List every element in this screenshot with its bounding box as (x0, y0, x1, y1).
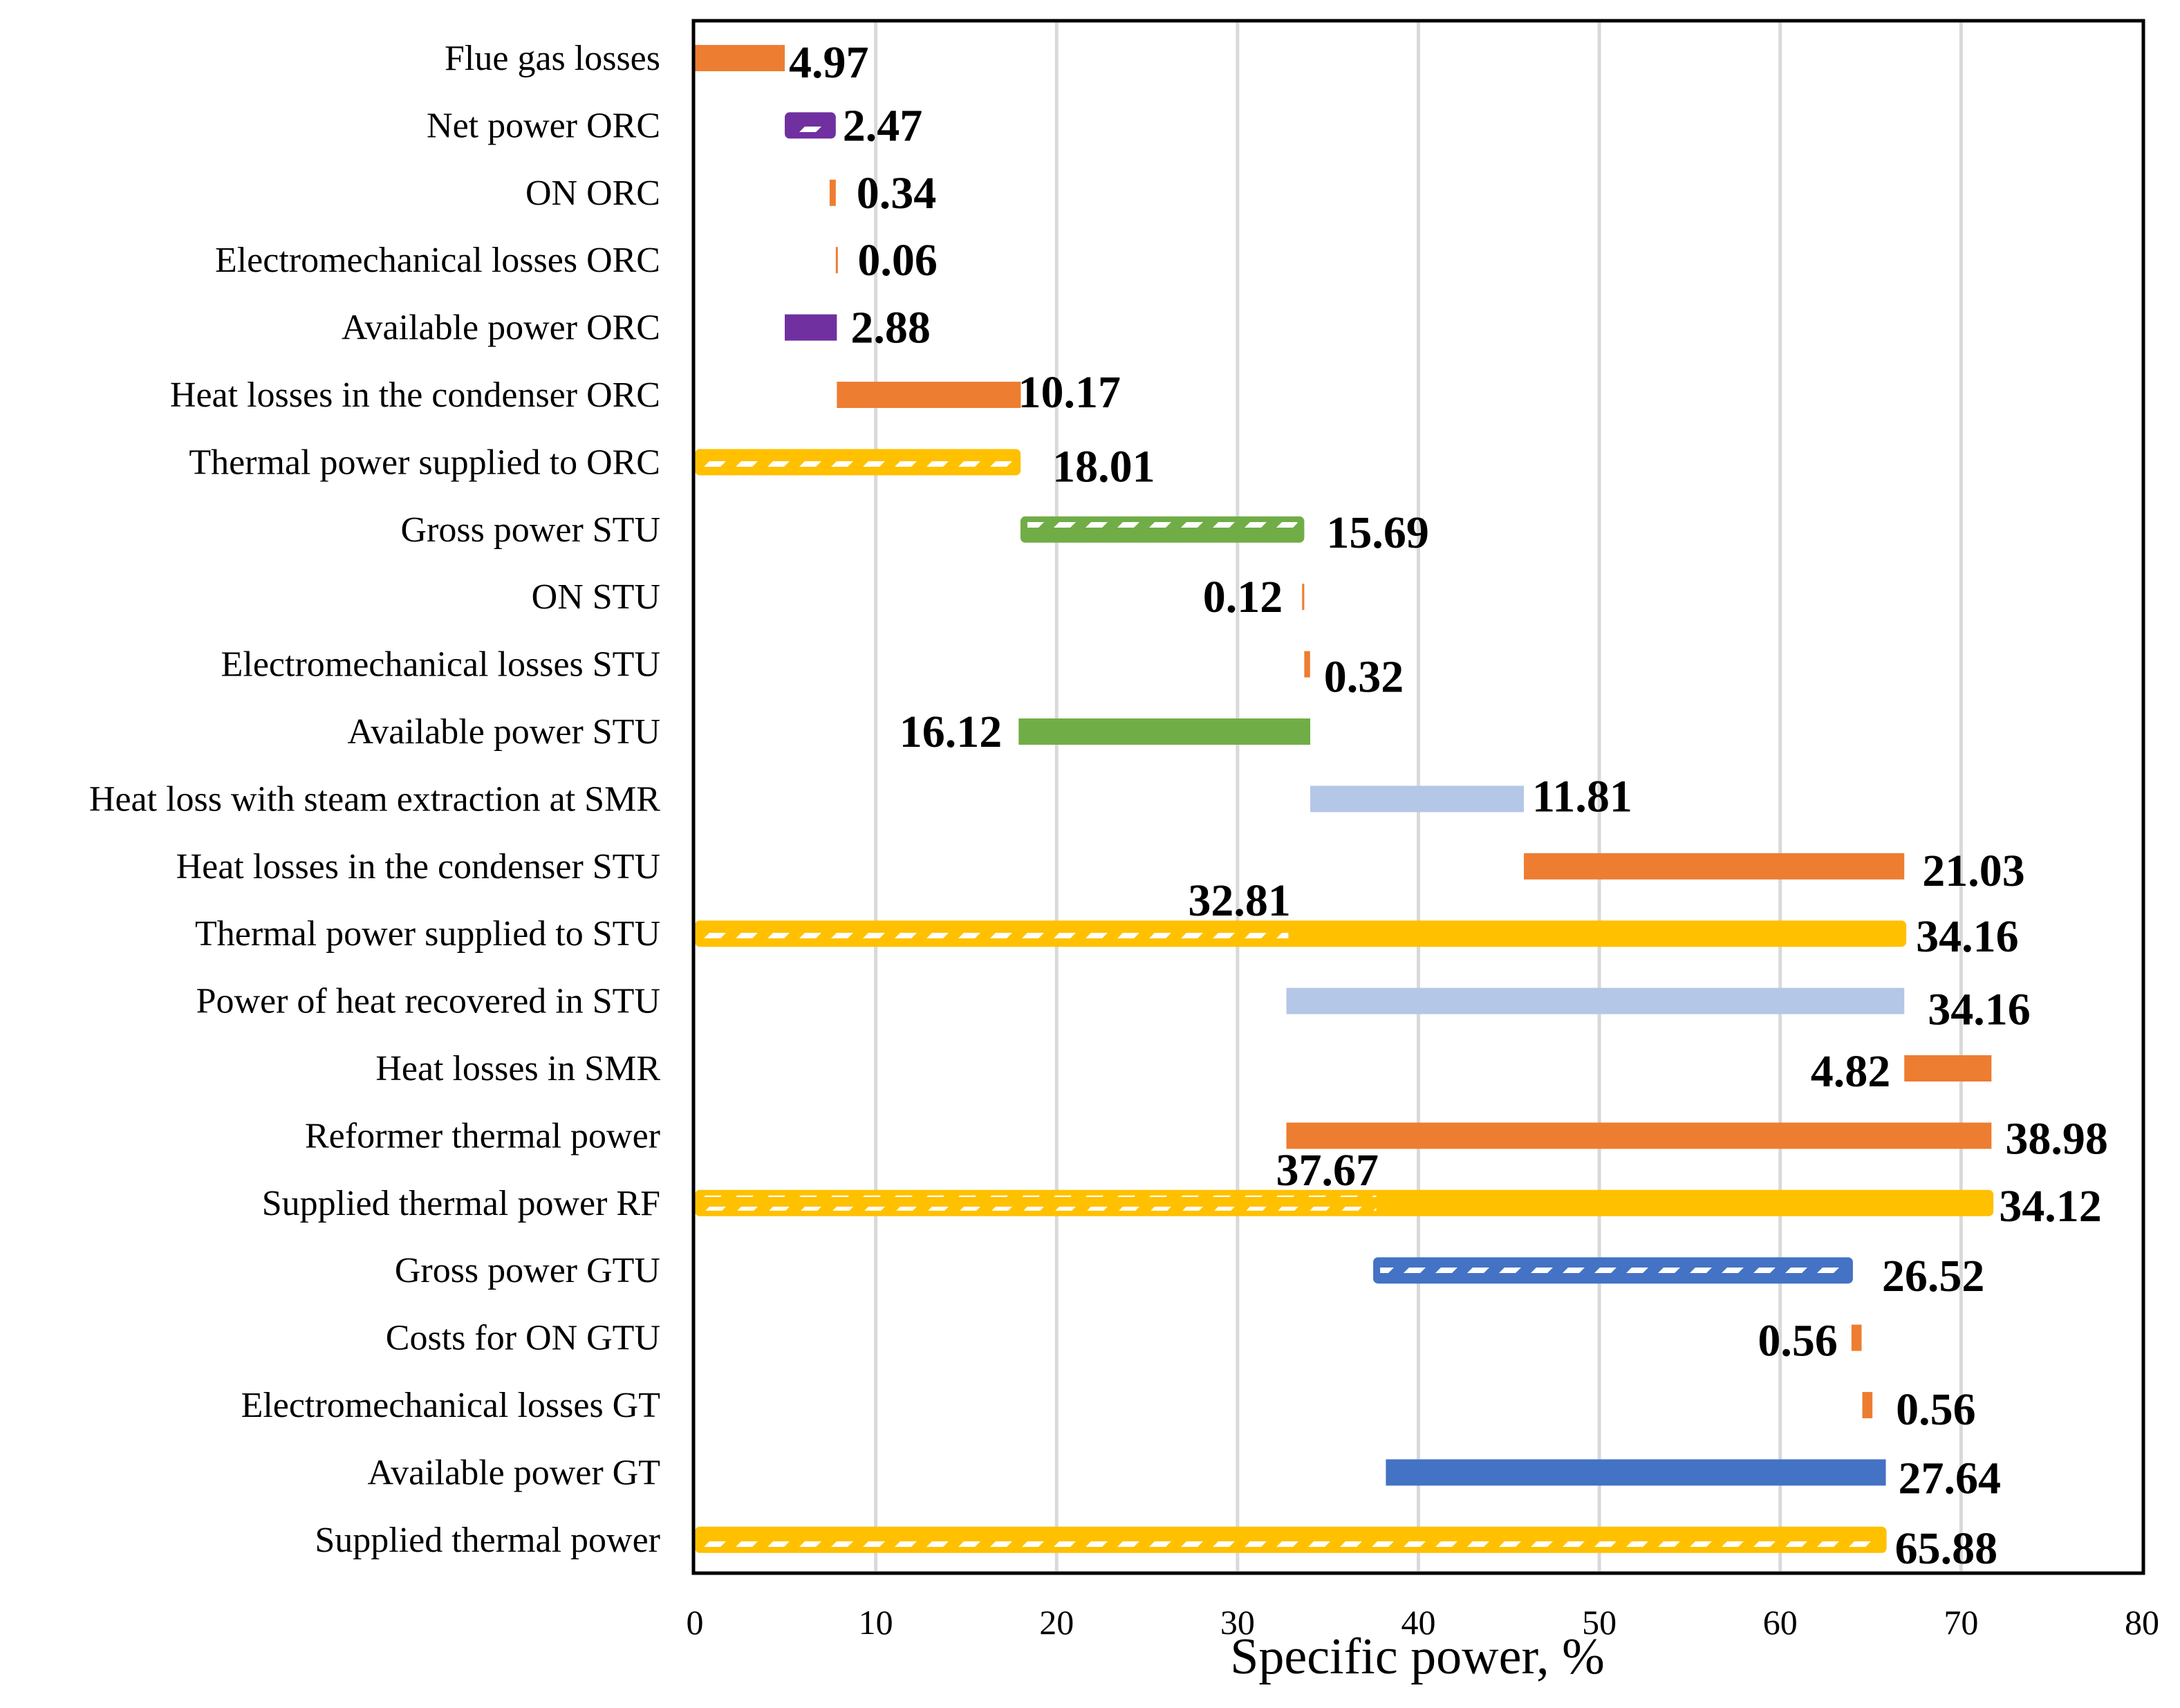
x-tick-label: 70 (1944, 1603, 1978, 1642)
category-label: Heat losses in the condenser STU (176, 847, 660, 887)
bar (1524, 853, 1905, 880)
value-label: 26.52 (1882, 1251, 1985, 1301)
value-label: 4.97 (789, 37, 869, 88)
x-tick-label: 20 (1039, 1603, 1074, 1642)
category-label: Gross power STU (400, 510, 660, 550)
category-labels: Flue gas losses Net power ORC ON ORC Electr… (89, 39, 660, 1560)
bar (835, 247, 838, 274)
category-label: Heat losses in SMR (375, 1049, 660, 1088)
split-value-label: 32.81 (1188, 875, 1291, 926)
category-label: Supplied thermal power RF (262, 1184, 660, 1223)
bar (829, 179, 836, 206)
bar (1302, 584, 1305, 611)
category-label: Electromechanical losses ORC (215, 241, 660, 280)
plot-area-border (691, 19, 2145, 1575)
bar (837, 382, 1021, 408)
value-label: 34.12 (1999, 1181, 2102, 1232)
bar-hatch (702, 1195, 1377, 1211)
value-label: 16.12 (900, 707, 1003, 757)
category-label: Gross power GTU (395, 1251, 660, 1290)
category-label: Available power ORC (342, 308, 660, 348)
bar (1286, 1122, 1992, 1149)
x-axis-ticks: 0 10 20 30 40 50 60 70 80 (687, 1603, 2160, 1642)
bar (1386, 1459, 1886, 1486)
category-label: Net power ORC (427, 106, 660, 145)
value-label: 0.56 (1758, 1316, 1838, 1366)
value-label: 11.81 (1532, 771, 1632, 821)
category-label: Electromechanical losses STU (221, 645, 660, 685)
x-axis-title: Specific power, % (1230, 1628, 1605, 1685)
value-label: 0.32 (1324, 652, 1404, 703)
value-label: 34.16 (1916, 911, 2019, 962)
bar-hatch (702, 1532, 1880, 1548)
category-label: Available power STU (348, 712, 660, 752)
value-label: 2.88 (850, 303, 931, 353)
value-label: 15.69 (1326, 508, 1428, 558)
value-label: 21.03 (1922, 846, 2025, 896)
category-label: Supplied thermal power (315, 1521, 660, 1560)
category-label: Flue gas losses (445, 39, 660, 78)
split-value-label: 37.67 (1276, 1145, 1379, 1196)
value-label: 0.06 (857, 235, 938, 286)
x-tick-label: 80 (2125, 1603, 2159, 1642)
value-label: 0.34 (857, 168, 937, 219)
value-label: 0.56 (1896, 1384, 1976, 1435)
bar (1851, 1324, 1862, 1351)
value-label: 10.17 (1018, 367, 1121, 418)
x-tick-label: 30 (1220, 1603, 1255, 1642)
bar (1904, 1055, 1992, 1082)
bar-hatch (1027, 521, 1298, 537)
bar-hatch (1380, 1263, 1846, 1279)
x-tick-label: 0 (687, 1603, 704, 1642)
category-label: Reformer thermal power (305, 1116, 660, 1155)
bars (695, 45, 1994, 1553)
value-label: 2.47 (843, 100, 923, 151)
category-label: Available power GT (367, 1453, 660, 1492)
value-labels: 4.97 2.47 0.34 0.06 2.88 10.17 18.01 15.69 0.12 0… (789, 37, 2108, 1574)
value-label: 4.82 (1811, 1046, 1891, 1097)
bar (785, 314, 837, 341)
category-label: Costs for ON GTU (386, 1319, 660, 1358)
value-label: 27.64 (1899, 1453, 2002, 1503)
x-tick-label: 50 (1582, 1603, 1617, 1642)
category-label: Heat losses in the condenser ORC (170, 375, 660, 415)
bar-hatch (702, 926, 1289, 942)
x-tick-label: 40 (1401, 1603, 1436, 1642)
x-tick-label: 10 (859, 1603, 893, 1642)
bar-hatch (702, 454, 1014, 470)
bar (1310, 786, 1525, 813)
bar (1862, 1392, 1873, 1418)
bar (1018, 718, 1311, 745)
category-label: Heat loss with steam extraction at SMR (89, 779, 660, 819)
bar (1304, 651, 1310, 678)
bar (1286, 987, 1905, 1014)
value-label: 65.88 (1895, 1523, 1998, 1574)
value-label: 18.01 (1052, 441, 1155, 492)
category-label: ON ORC (525, 174, 660, 213)
value-label: 0.12 (1203, 572, 1283, 622)
category-label: Thermal power supplied to ORC (189, 443, 660, 482)
category-label: Power of heat recovered in STU (196, 982, 660, 1021)
x-tick-label: 60 (1763, 1603, 1798, 1642)
category-label: Thermal power supplied to STU (195, 914, 660, 954)
category-label: Electromechanical losses GT (241, 1386, 660, 1425)
bar (695, 45, 785, 71)
value-label: 34.16 (1928, 985, 2031, 1035)
bar-hatch (792, 118, 829, 133)
value-label: 38.98 (2005, 1113, 2108, 1164)
category-label: ON STU (532, 577, 660, 617)
grid-lines (874, 22, 1963, 1571)
